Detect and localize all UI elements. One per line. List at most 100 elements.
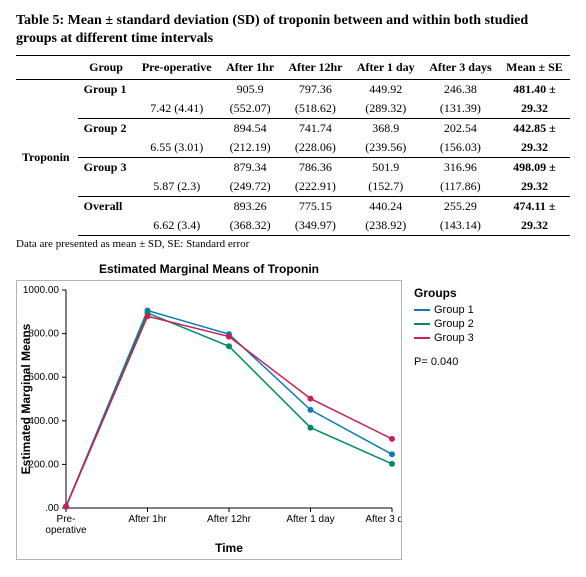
cell: 905.9 [219, 80, 281, 100]
cell: (156.03) [422, 138, 499, 158]
svg-text:Estimated Marginal Means: Estimated Marginal Means [19, 323, 33, 474]
table-row: 6.62 (3.4)(368.32)(349.97)(238.92)(143.1… [16, 216, 570, 236]
cell: (518.62) [281, 99, 349, 119]
svg-text:.00: .00 [45, 503, 59, 514]
col-group: Group [78, 56, 135, 80]
cell: 255.29 [422, 197, 499, 217]
svg-text:200.00: 200.00 [28, 459, 59, 470]
chart-panel: Estimated Marginal Means of Troponin .00… [16, 262, 402, 565]
cell: 775.15 [281, 197, 349, 217]
table-row: Group 2894.54741.74368.9202.54442.85 ± [16, 119, 570, 139]
svg-text:After 1 day: After 1 day [286, 514, 334, 525]
chart-title: Estimated Marginal Means of Troponin [16, 262, 402, 276]
table-row: 6.55 (3.01)(212.19)(228.06)(239.56)(156.… [16, 138, 570, 158]
cell: 894.54 [219, 119, 281, 139]
col-3days: After 3 days [422, 56, 499, 80]
cell: 501.9 [350, 158, 422, 178]
cell: 6.62 (3.4) [134, 216, 219, 236]
legend-swatch [414, 337, 430, 339]
cell [134, 158, 219, 178]
cell: (368.32) [219, 216, 281, 236]
group-name: Group 2 [78, 119, 135, 139]
svg-text:Pre-: Pre- [57, 514, 76, 525]
cell: 786.36 [281, 158, 349, 178]
cell: 879.34 [219, 158, 281, 178]
cell: (222.91) [281, 177, 349, 197]
col-blank [16, 56, 78, 80]
table-row: TroponinGroup 1905.9797.36449.92246.3848… [16, 80, 570, 100]
cell: 7.42 (4.41) [134, 99, 219, 119]
cell: (249.72) [219, 177, 281, 197]
group-name: Group 1 [78, 80, 135, 100]
group-name: Group 3 [78, 158, 135, 178]
line-chart: .00200.00400.00600.00800.001000.00Pre-op… [16, 280, 402, 560]
legend: Groups Group 1 Group 2 Group 3 P= 0.040 [414, 286, 474, 368]
cell: 5.87 (2.3) [134, 177, 219, 197]
cell: 6.55 (3.01) [134, 138, 219, 158]
svg-text:operative: operative [45, 525, 87, 536]
table-footnote: Data are presented as mean ± SD, SE: Sta… [16, 238, 570, 250]
pvalue-label: P= 0.040 [414, 356, 474, 368]
svg-text:1000.00: 1000.00 [23, 285, 60, 296]
table-row: Group 3 879.34786.36501.9316.96498.09 ± [16, 158, 570, 178]
legend-label: Group 1 [434, 304, 474, 316]
col-12hr: After 12hr [281, 56, 349, 80]
svg-text:After 3 days: After 3 days [365, 514, 402, 525]
col-1day: After 1 day [350, 56, 422, 80]
cell: (238.92) [350, 216, 422, 236]
cell [134, 80, 219, 100]
col-meanse: Mean ± SE [499, 56, 570, 80]
cell: 316.96 [422, 158, 499, 178]
table-caption: Table 5: Mean ± standard deviation (SD) … [16, 12, 570, 47]
cell: (289.32) [350, 99, 422, 119]
cell: 893.26 [219, 197, 281, 217]
cell: (239.56) [350, 138, 422, 158]
cell: (152.7) [350, 177, 422, 197]
cell [134, 119, 219, 139]
svg-text:400.00: 400.00 [28, 416, 59, 427]
table-row: 5.87 (2.3)(249.72)(222.91)(152.7)(117.86… [16, 177, 570, 197]
legend-swatch [414, 323, 430, 325]
mean-se: 481.40 ± [499, 80, 570, 100]
svg-text:After 1hr: After 1hr [128, 514, 167, 525]
legend-label: Group 3 [434, 332, 474, 344]
cell: (143.14) [422, 216, 499, 236]
cell: 246.38 [422, 80, 499, 100]
cell: (552.07) [219, 99, 281, 119]
troponin-table: Group Pre-operative After 1hr After 12hr… [16, 55, 570, 236]
mean-se: 29.32 [499, 216, 570, 236]
svg-text:After 12hr: After 12hr [207, 514, 252, 525]
legend-item: Group 1 [414, 304, 474, 316]
svg-text:Time: Time [215, 541, 243, 555]
mean-se: 29.32 [499, 138, 570, 158]
cell: 797.36 [281, 80, 349, 100]
col-preop: Pre-operative [134, 56, 219, 80]
svg-text:800.00: 800.00 [28, 329, 59, 340]
legend-item: Group 2 [414, 318, 474, 330]
mean-se: 442.85 ± [499, 119, 570, 139]
cell: 741.74 [281, 119, 349, 139]
cell: 368.9 [350, 119, 422, 139]
table-row: Overall 893.26775.15440.24255.29474.11 ± [16, 197, 570, 217]
group-name: Overall [78, 197, 135, 217]
legend-item: Group 3 [414, 332, 474, 344]
cell: (131.39) [422, 99, 499, 119]
mean-se: 29.32 [499, 177, 570, 197]
mean-se: 29.32 [499, 99, 570, 119]
cell: (349.97) [281, 216, 349, 236]
col-1hr: After 1hr [219, 56, 281, 80]
mean-se: 498.09 ± [499, 158, 570, 178]
table-header-row: Group Pre-operative After 1hr After 12hr… [16, 56, 570, 80]
legend-label: Group 2 [434, 318, 474, 330]
cell: (212.19) [219, 138, 281, 158]
legend-title: Groups [414, 286, 474, 300]
table-row: 7.42 (4.41)(552.07)(518.62)(289.32)(131.… [16, 99, 570, 119]
cell: 449.92 [350, 80, 422, 100]
row-label: Troponin [16, 80, 78, 236]
cell: (117.86) [422, 177, 499, 197]
mean-se: 474.11 ± [499, 197, 570, 217]
chart-container: Estimated Marginal Means of Troponin .00… [16, 262, 570, 565]
cell: (228.06) [281, 138, 349, 158]
cell: 440.24 [350, 197, 422, 217]
legend-swatch [414, 309, 430, 311]
